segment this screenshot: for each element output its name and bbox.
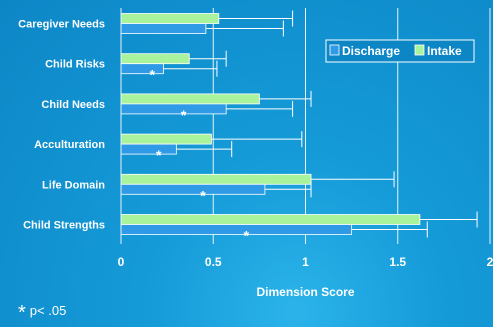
x-axis-title: Dimension Score	[256, 285, 354, 299]
intake-bar	[120, 93, 260, 105]
footnote-text: p< .05	[29, 303, 67, 318]
discharge-bar	[120, 143, 177, 155]
significance-marker: *	[181, 107, 187, 123]
significance-marker: *	[200, 187, 206, 203]
category-label: Child Strengths	[23, 220, 105, 232]
category-label: Child Needs	[41, 99, 105, 111]
footnote-marker: *	[18, 302, 26, 324]
x-tick-label: 1	[302, 255, 309, 269]
significance-marker: *	[156, 147, 162, 163]
intake-bar	[120, 13, 220, 24]
significance-marker: *	[244, 228, 250, 244]
category-label: Caregiver Needs	[18, 19, 105, 31]
x-tick-label: 2	[487, 255, 493, 269]
chart-legend: Discharge Intake	[325, 39, 475, 63]
x-tick-label: 0.5	[205, 255, 222, 269]
category-label: Life Domain	[42, 179, 105, 191]
legend-label-intake: Intake	[427, 44, 462, 58]
chart-axes: 0 0.5 1 1.5 2 Dimension Score Caregiver Needs C…	[18, 8, 493, 299]
discharge-bar	[120, 23, 207, 34]
intake-bar	[120, 53, 190, 65]
intake-bar	[120, 173, 312, 185]
x-tick-label: 1.5	[389, 255, 406, 269]
discharge-bar	[120, 183, 266, 195]
category-label: Child Risks	[45, 59, 105, 71]
chart-bars: * * * * *	[120, 10, 478, 244]
legend-swatch-discharge	[329, 44, 340, 56]
legend-swatch-intake	[414, 44, 425, 56]
significance-marker: *	[149, 67, 155, 83]
category-label: Acculturation	[34, 139, 105, 151]
x-tick-label: 0	[118, 255, 125, 269]
intake-bar	[120, 214, 421, 225]
legend-box	[325, 39, 475, 63]
discharge-bar	[120, 224, 353, 235]
discharge-bar	[120, 103, 227, 115]
intake-bar	[120, 133, 212, 145]
footnote: * p< .05	[18, 302, 66, 325]
legend-label-discharge: Discharge	[342, 44, 400, 58]
discharge-bar	[120, 63, 164, 75]
